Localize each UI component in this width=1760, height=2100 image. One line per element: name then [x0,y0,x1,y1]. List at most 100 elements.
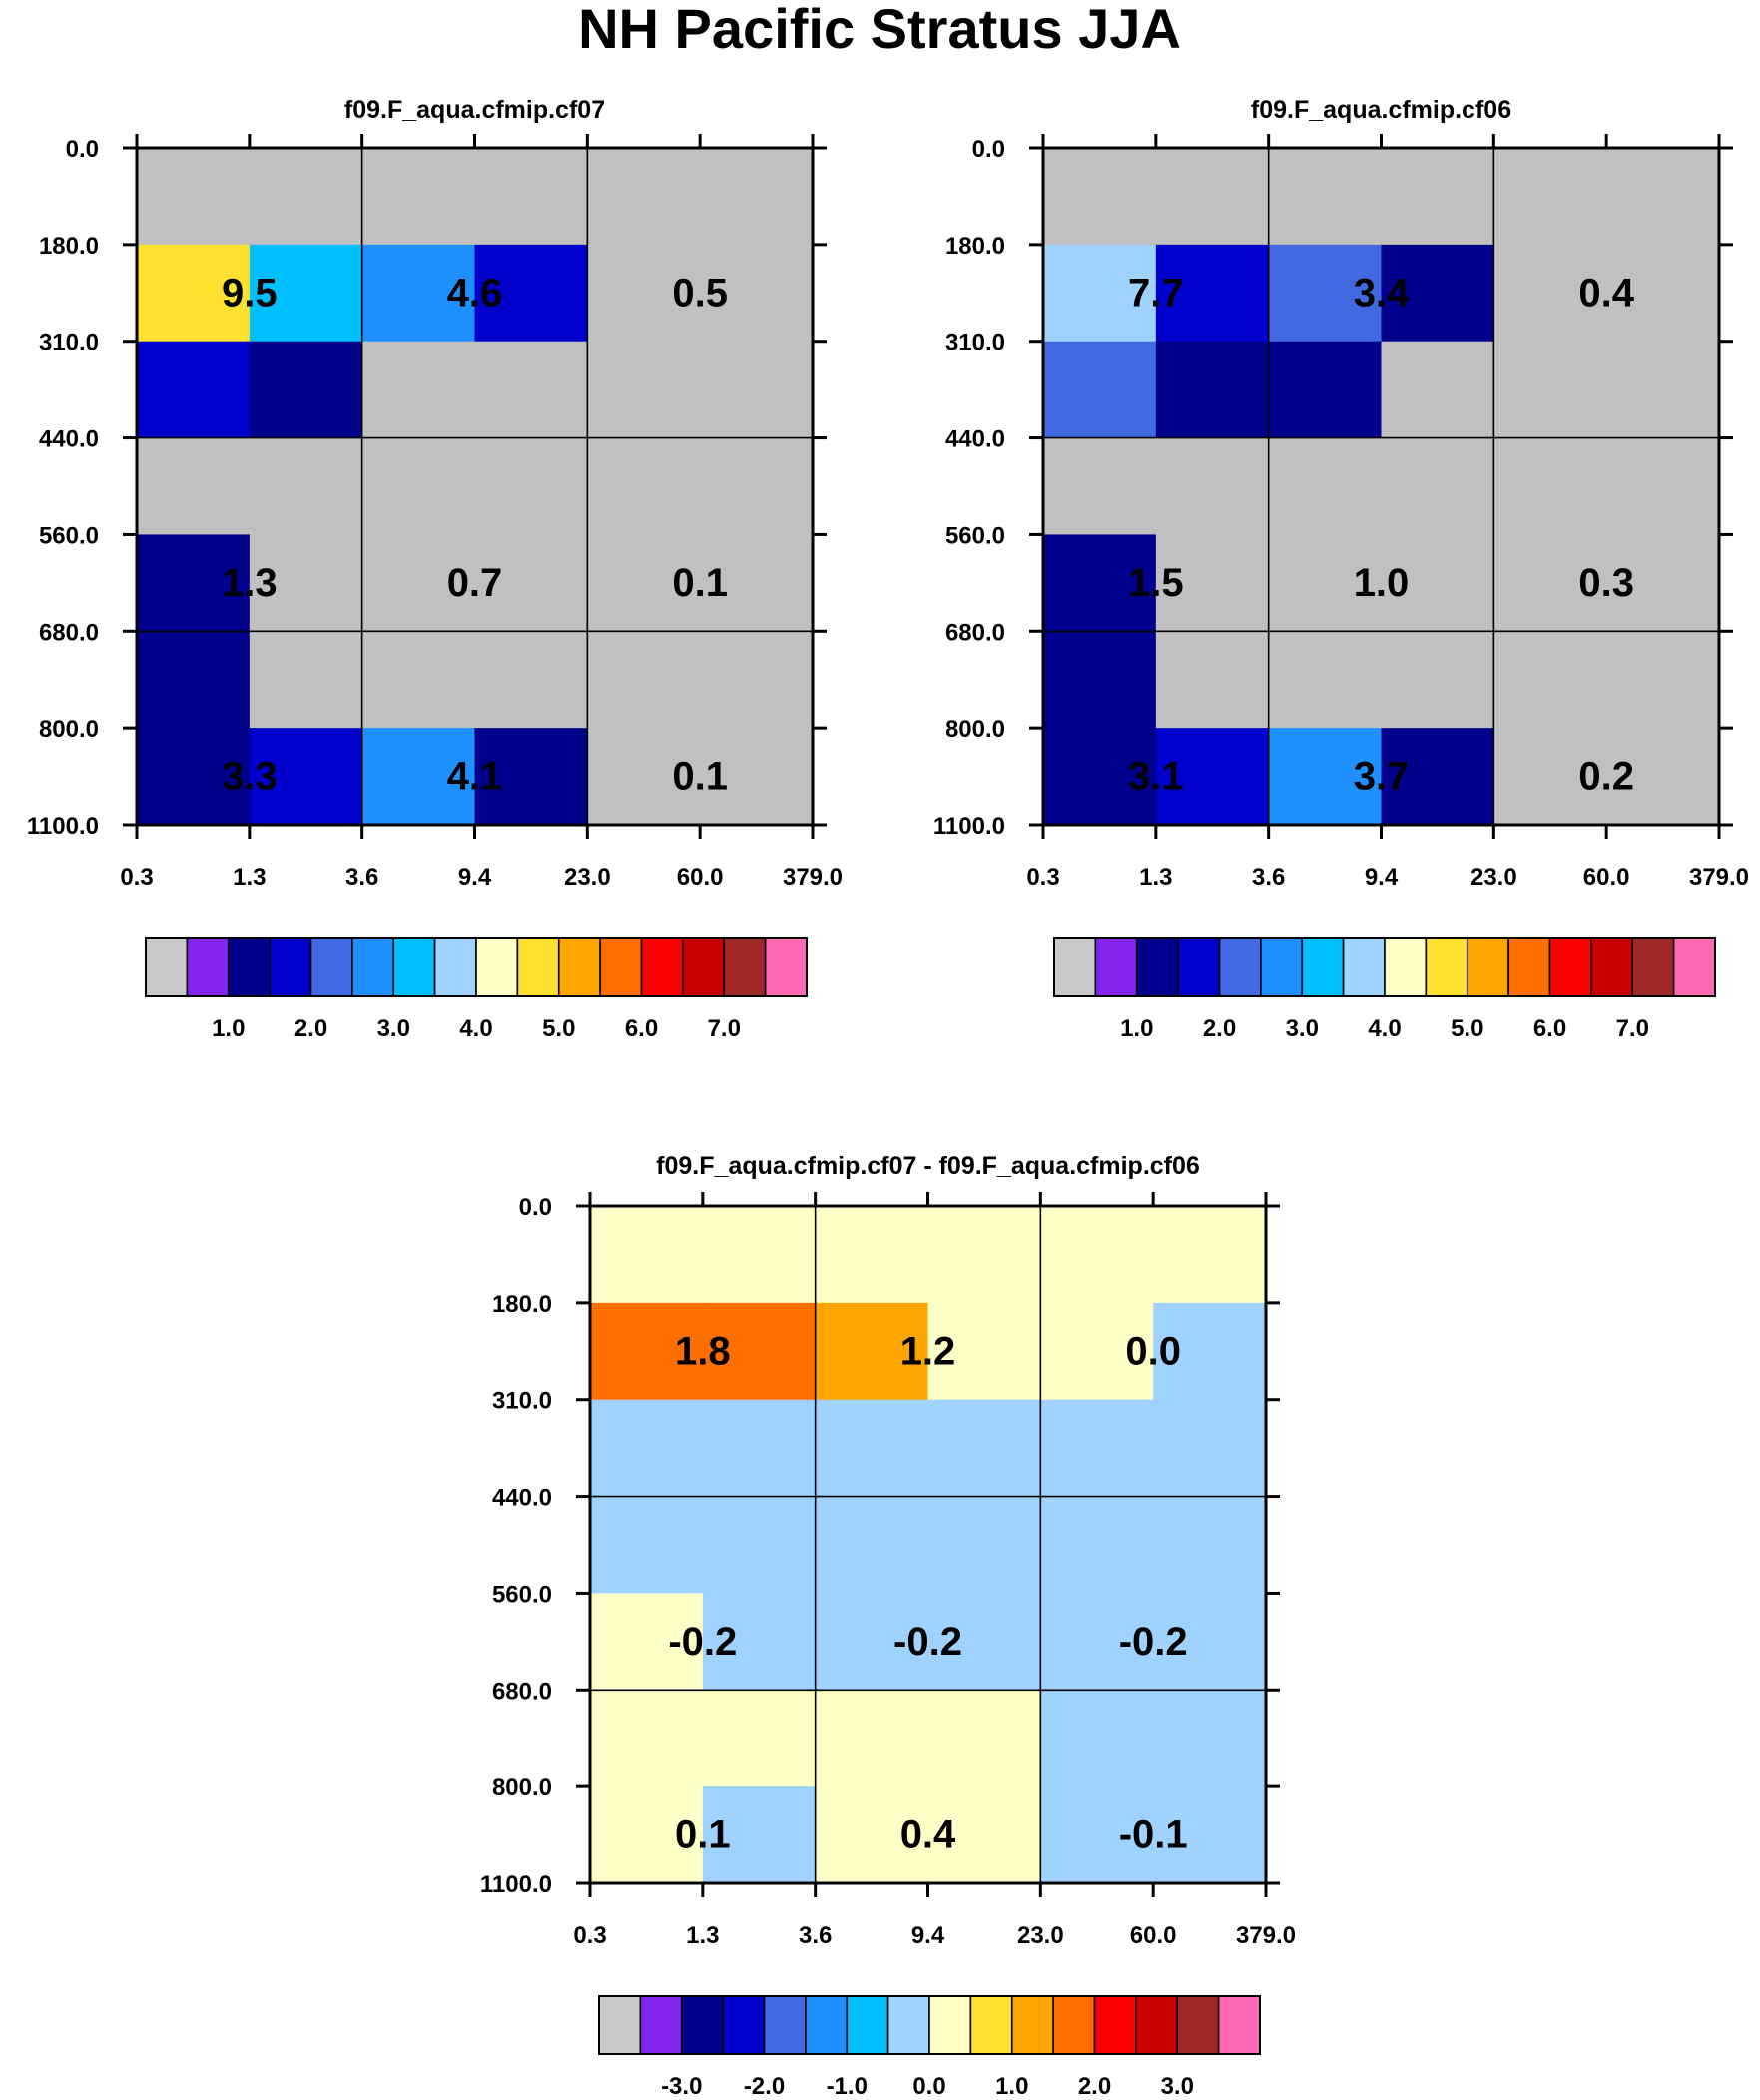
heatmap-cell [700,534,814,632]
heatmap-cell [474,244,588,343]
x-tick-label: 23.0 [1470,864,1517,891]
colorbar-label: -2.0 [744,2073,785,2100]
heatmap-cell [1153,1399,1267,1498]
colorbar-swatch [886,1995,930,2055]
x-tick-label: 379.0 [1236,1922,1296,1949]
colorbar-label: 5.0 [1451,1015,1483,1042]
colorbar-swatch [1672,937,1716,997]
heatmap-cell [700,244,814,343]
colorbar-swatch [557,937,601,997]
cell-value-label: 1.0 [1354,561,1410,605]
heatmap-cell [702,1593,817,1691]
heatmap-cell [249,534,363,632]
heatmap-cell [474,534,588,632]
cell-value-label: 9.5 [222,271,278,315]
colorbar-label: 7.0 [708,1015,741,1042]
y-tick-label: 1100.0 [480,1871,552,1898]
cell-value-label: 0.1 [675,1813,731,1857]
heatmap-cell [1606,534,1720,632]
colorbar-swatch [309,937,353,997]
heatmap-cell [1155,534,1270,632]
y-tick-label: 800.0 [492,1774,552,1801]
y-tick-label: 0.0 [66,136,99,163]
colorbar-swatch [1010,1995,1054,2055]
colorbar-label: 1.0 [995,2073,1028,2100]
panel-cf06: f09.F_aqua.cfmip.cf06 7.7 3.4 0.4 1.5 1.0 0.3 3… [933,96,1749,1042]
heatmap-cell [1155,728,1270,826]
colorbar-swatch [1425,937,1468,997]
heatmap-cell [1381,148,1494,246]
heatmap-cell [137,148,251,246]
y-tick-label: 0.0 [972,136,1005,163]
colorbar-label: 1.0 [212,1015,245,1042]
x-tick-label: 1.3 [686,1922,719,1949]
cell-value-label: 1.8 [675,1329,731,1373]
colorbar-swatch [1217,1995,1261,2055]
cell-value-label: 7.7 [1128,271,1184,315]
heatmap-cell [587,148,701,246]
colorbar-frame [598,1995,1261,2055]
main-title: NH Pacific Stratus JJA [578,0,1181,60]
y-tick-label: 180.0 [39,233,99,260]
colorbar-swatch [1260,937,1304,997]
cell-value-label: 3.1 [1128,755,1184,799]
heatmap-cell [702,1786,817,1884]
heatmap-cell [700,631,814,729]
y-tick-label: 560.0 [492,1581,552,1608]
y-tick-label: 560.0 [945,522,1005,549]
colorbar-swatch [1301,937,1345,997]
heatmap-cell [815,1690,929,1787]
y-tick-label: 440.0 [492,1485,552,1512]
x-tick-label: 3.6 [1252,864,1285,891]
heatmap-cell [1606,148,1720,246]
heatmap-cell [474,728,588,826]
y-tick-label: 800.0 [945,716,1005,743]
colorbar-label: 1.0 [1120,1015,1153,1042]
heatmap-cell [1606,437,1720,536]
heatmap-cell [1268,728,1383,826]
x-tick-label: 0.3 [120,864,153,891]
colorbar-label: -3.0 [661,2073,702,2100]
heatmap-cell [1043,437,1157,536]
heatmap-cell [1606,244,1720,343]
x-tick-label: 3.6 [799,1922,832,1949]
heatmap-cell [815,1302,929,1401]
colorbar-swatch [1384,937,1428,997]
cell-value-label: 0.1 [672,561,728,605]
colorbar-swatch [969,1995,1013,2055]
heatmap-cell [1043,341,1157,439]
colorbar-label: 3.0 [1161,2073,1194,2100]
colorbar-swatch [680,1995,724,2055]
heatmap-cell [1493,244,1607,343]
colorbar-swatch [598,1995,642,2055]
cell-value-label: 1.2 [900,1329,956,1373]
heatmap-cell [249,631,363,729]
y-tick-label: 560.0 [39,522,99,549]
colorbar-swatch [186,937,230,997]
x-tick-label: 0.3 [1026,864,1059,891]
heatmap-cell [927,1206,1041,1304]
colorbar-label: 0.0 [912,2073,945,2100]
y-tick-label: 800.0 [39,716,99,743]
heatmap-cell [361,341,476,439]
heatmap-cell [1493,148,1607,246]
heatmap-cell [1153,1593,1267,1691]
x-tick-label: 9.4 [1365,864,1399,891]
heatmap-cell [1040,1786,1154,1884]
y-tick-label: 680.0 [492,1678,552,1705]
heatmap-cell [1268,437,1383,536]
colorbar-label: 7.0 [1616,1015,1649,1042]
heatmap-cell [1040,1496,1154,1595]
colorbar-label: 4.0 [1368,1015,1401,1042]
cell-value-label: 0.1 [672,755,728,799]
colorbar-label: 2.0 [1078,2073,1111,2100]
heatmap-cell [1493,728,1607,826]
cell-value-label: 0.4 [1578,271,1634,315]
heatmap-cell [1381,341,1494,439]
colorbar-swatch [805,1995,849,2055]
y-tick-label: 310.0 [39,330,99,356]
colorbar-swatch [145,937,189,997]
heatmap-cell [815,1593,929,1691]
heatmap-cell [1381,631,1494,729]
cell-value-label: -0.2 [668,1620,737,1664]
